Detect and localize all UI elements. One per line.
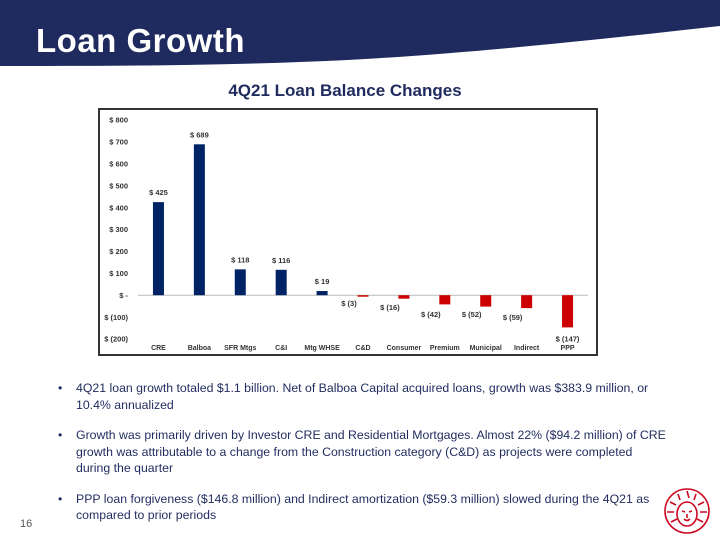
data-label: $ 19 bbox=[315, 277, 330, 286]
bullet-list: • 4Q21 loan growth totaled $1.1 billion. … bbox=[58, 380, 668, 538]
data-label: $ (3) bbox=[341, 299, 357, 308]
chart-frame: $ 800 $ 700 $ 600 $ 500 $ 400 $ 300 $ 200 $ 100… bbox=[98, 108, 598, 356]
chart-title: 4Q21 Loan Balance Changes bbox=[228, 81, 462, 100]
x-tick-label: Municipal bbox=[470, 345, 502, 352]
x-tick-label: C&D bbox=[355, 345, 370, 352]
x-tick-label: Premium bbox=[430, 345, 460, 352]
data-label: $ 116 bbox=[272, 256, 290, 265]
x-tick-label: PPP bbox=[561, 345, 575, 352]
bar bbox=[234, 269, 246, 296]
y-tick-label: $ 500 bbox=[109, 181, 128, 190]
y-tick-label: $ 100 bbox=[109, 269, 128, 278]
data-label: $ 118 bbox=[231, 255, 249, 264]
y-tick-label: $ 200 bbox=[109, 247, 128, 256]
bar bbox=[316, 291, 328, 296]
y-tick-label: $ 800 bbox=[109, 116, 128, 125]
bar bbox=[521, 295, 533, 309]
bullet-marker: • bbox=[58, 428, 63, 442]
bullet-item: • 4Q21 loan growth totaled $1.1 billion. … bbox=[58, 380, 668, 413]
data-label: $ (42) bbox=[421, 310, 441, 319]
x-tick-label: C&I bbox=[275, 345, 287, 352]
y-tick-label: $ - bbox=[119, 291, 128, 300]
x-tick-label: CRE bbox=[151, 345, 166, 352]
data-label: $ (59) bbox=[503, 313, 523, 322]
y-tick-label: $ 700 bbox=[109, 138, 128, 147]
bullet-text: PPP loan forgiveness ($146.8 million) an… bbox=[76, 491, 650, 523]
bar bbox=[480, 295, 492, 307]
bar-chart: $ 800 $ 700 $ 600 $ 500 $ 400 $ 300 $ 200 $ 100… bbox=[104, 116, 588, 352]
data-label: $ 689 bbox=[190, 130, 209, 139]
bar bbox=[439, 295, 451, 305]
bar bbox=[152, 202, 164, 296]
bullet-item: • PPP loan forgiveness ($146.8 million) a… bbox=[58, 491, 668, 524]
y-tick-label: $ 400 bbox=[109, 203, 128, 212]
page-number: 16 bbox=[20, 518, 33, 530]
data-label: $ (52) bbox=[462, 310, 482, 319]
x-tick-label: SFR Mtgs bbox=[224, 345, 256, 352]
y-tick-label: $ (200) bbox=[104, 335, 128, 344]
lion-head-icon bbox=[664, 488, 710, 534]
bar bbox=[562, 295, 574, 328]
x-tick-label: Mtg WHSE bbox=[304, 345, 340, 352]
x-tick-label: Indirect bbox=[514, 345, 540, 352]
bar bbox=[398, 295, 410, 299]
bullet-text: Growth was primarily driven by Investor … bbox=[76, 428, 666, 475]
bullet-item: • Growth was primarily driven by Investor… bbox=[58, 427, 668, 477]
bar bbox=[357, 295, 369, 297]
bullet-text: 4Q21 loan growth totaled $1.1 billion. N… bbox=[76, 381, 649, 412]
banner-shape bbox=[0, 0, 720, 66]
bullet-marker: • bbox=[58, 381, 63, 395]
x-tick-label: Balboa bbox=[188, 345, 211, 352]
header-banner bbox=[0, 0, 720, 78]
data-label: $ 425 bbox=[149, 188, 168, 197]
page-title: Loan Growth bbox=[36, 22, 245, 59]
y-tick-label: $ 600 bbox=[109, 160, 128, 169]
y-tick-label: $ 300 bbox=[109, 225, 128, 234]
data-label: $ (147) bbox=[556, 334, 580, 343]
data-label: $ (16) bbox=[380, 303, 400, 312]
bar bbox=[275, 269, 287, 296]
bullet-marker: • bbox=[58, 491, 63, 506]
y-tick-label: $ (100) bbox=[104, 313, 128, 322]
x-tick-label: Consumer bbox=[387, 345, 422, 352]
bar bbox=[193, 144, 205, 296]
